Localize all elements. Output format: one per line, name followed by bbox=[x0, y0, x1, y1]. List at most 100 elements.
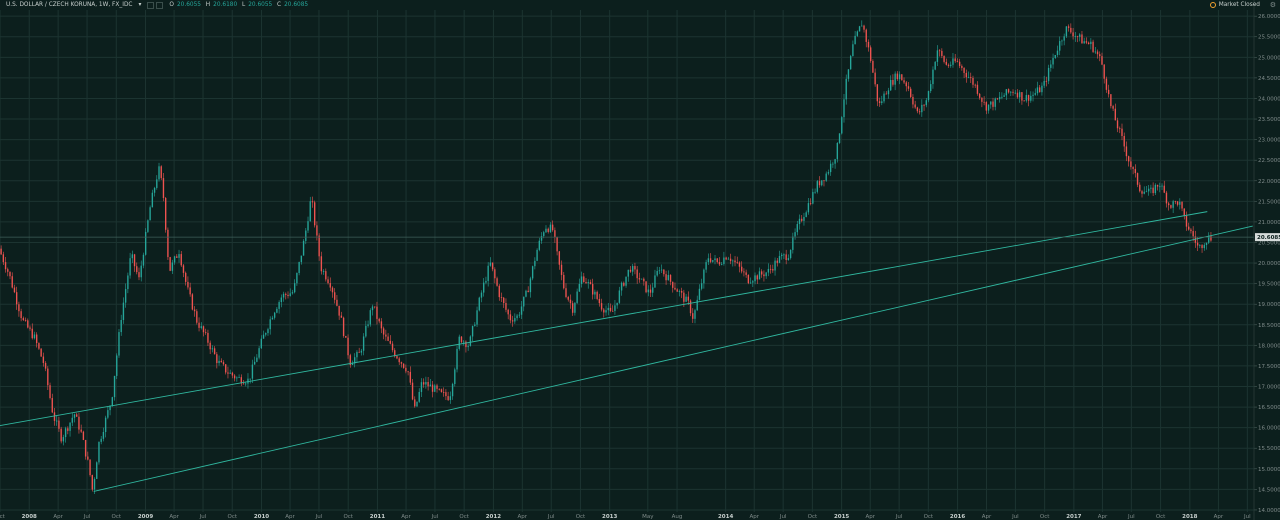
candle-body bbox=[205, 332, 207, 334]
candle-body bbox=[847, 69, 850, 79]
candle-body bbox=[1188, 226, 1190, 230]
candle-body bbox=[1081, 34, 1083, 44]
candle-body bbox=[543, 232, 545, 237]
candle-body bbox=[571, 303, 574, 313]
gear-icon[interactable]: ⚙ bbox=[1269, 1, 1276, 9]
candle-body bbox=[547, 228, 549, 232]
candle-body bbox=[382, 328, 385, 335]
candle-body bbox=[265, 333, 267, 335]
candle-body bbox=[689, 300, 692, 314]
candle-body bbox=[723, 257, 725, 264]
candle-body bbox=[1014, 92, 1016, 94]
candle-body bbox=[320, 256, 323, 272]
candle-body bbox=[663, 269, 665, 275]
candle-body bbox=[242, 383, 245, 385]
candle-body bbox=[267, 329, 269, 334]
y-tick-label: 17.5000 bbox=[1258, 364, 1280, 370]
candle-body bbox=[98, 441, 100, 463]
candle-body bbox=[109, 405, 111, 411]
symbol-title[interactable]: U.S. DOLLAR / CZECH KORUNA, 1W, FX_IDC bbox=[6, 2, 133, 8]
candle-body bbox=[747, 274, 750, 284]
symbol-dropdown-icon[interactable]: ▾ bbox=[138, 2, 142, 8]
candle-body bbox=[445, 392, 447, 397]
candle-body bbox=[216, 354, 218, 364]
candle-body bbox=[656, 271, 658, 276]
low-label: L bbox=[241, 2, 246, 8]
candle-body bbox=[1003, 95, 1005, 97]
x-tick-label: Jul bbox=[83, 514, 91, 520]
candle-body bbox=[1165, 192, 1168, 204]
candle-body bbox=[420, 382, 423, 392]
x-tick-label: Oct bbox=[227, 514, 237, 520]
candle-body bbox=[360, 350, 363, 353]
candle-body bbox=[4, 262, 7, 270]
y-tick-label: 20.5000 bbox=[1258, 240, 1280, 246]
y-tick-label: 16.0000 bbox=[1258, 426, 1280, 432]
x-tick-label: Jul bbox=[431, 514, 439, 520]
price-axis[interactable]: 14.0000 14.5000 15.0000 15.5000 16.0000 16.50… bbox=[1253, 0, 1280, 520]
x-tick-label: Jul bbox=[199, 514, 207, 520]
candle-body bbox=[478, 297, 480, 311]
candle-body bbox=[732, 260, 734, 262]
candle-body bbox=[1070, 27, 1072, 33]
candle-body bbox=[881, 101, 883, 104]
candle-body bbox=[672, 281, 674, 288]
candle-body bbox=[307, 221, 309, 231]
candle-body bbox=[489, 262, 492, 266]
x-tick-label: Oct bbox=[576, 514, 586, 520]
y-tick-label: 24.5000 bbox=[1258, 76, 1280, 82]
candle-body bbox=[692, 313, 694, 319]
candle-body bbox=[1136, 173, 1139, 185]
candle-body bbox=[640, 278, 643, 280]
candle-body bbox=[13, 287, 16, 293]
candle-body bbox=[580, 276, 583, 284]
x-tick-label: 2014 bbox=[718, 514, 733, 520]
candle-body bbox=[189, 287, 191, 295]
time-axis[interactable]: Oct 2008 Apr Jul Oct 2009 Apr Jul Oct 2010 Apr Jul O… bbox=[0, 514, 1251, 520]
candle-body bbox=[213, 348, 216, 355]
candle-body bbox=[718, 262, 721, 265]
candle-body bbox=[612, 310, 614, 312]
square-icon[interactable] bbox=[147, 1, 155, 9]
candle-body bbox=[903, 80, 905, 83]
candle-body bbox=[162, 178, 165, 198]
candle-body bbox=[700, 283, 703, 289]
candle-body bbox=[685, 296, 687, 302]
candle-body bbox=[460, 336, 463, 343]
candle-body bbox=[49, 385, 51, 399]
candle-body bbox=[696, 299, 698, 311]
candle-body bbox=[856, 31, 859, 36]
candle-body bbox=[1203, 245, 1205, 249]
x-tick-label: Apr bbox=[1214, 514, 1224, 520]
candle-body bbox=[258, 348, 260, 358]
candle-body bbox=[763, 274, 765, 277]
candle-body bbox=[1172, 201, 1174, 208]
candle-body bbox=[1083, 41, 1085, 44]
candle-body bbox=[652, 287, 654, 293]
candle-body bbox=[643, 278, 645, 282]
y-tick-label: 14.0000 bbox=[1258, 508, 1280, 514]
candle-body bbox=[1130, 161, 1132, 168]
candle-body bbox=[249, 378, 251, 380]
chart-settings[interactable]: ⚙ bbox=[1270, 0, 1276, 10]
market-status[interactable]: Market Closed bbox=[1209, 0, 1260, 10]
candle-body bbox=[887, 90, 890, 95]
square-icon[interactable] bbox=[156, 1, 164, 9]
candle-body bbox=[767, 268, 770, 273]
candle-body bbox=[1199, 245, 1201, 246]
candle-body bbox=[1174, 201, 1177, 203]
x-tick-label: Apr bbox=[401, 514, 411, 520]
candle-body bbox=[665, 274, 667, 281]
candle-body bbox=[231, 372, 234, 376]
candle-body bbox=[674, 287, 676, 290]
candle-body bbox=[425, 382, 427, 385]
candle-body bbox=[345, 335, 347, 338]
candle-body bbox=[818, 181, 821, 186]
candle-body bbox=[569, 299, 572, 304]
candle-body bbox=[260, 338, 263, 349]
candle-body bbox=[369, 310, 371, 325]
candlestick-series bbox=[0, 20, 1212, 495]
y-tick-label: 26.0000 bbox=[1258, 14, 1280, 20]
